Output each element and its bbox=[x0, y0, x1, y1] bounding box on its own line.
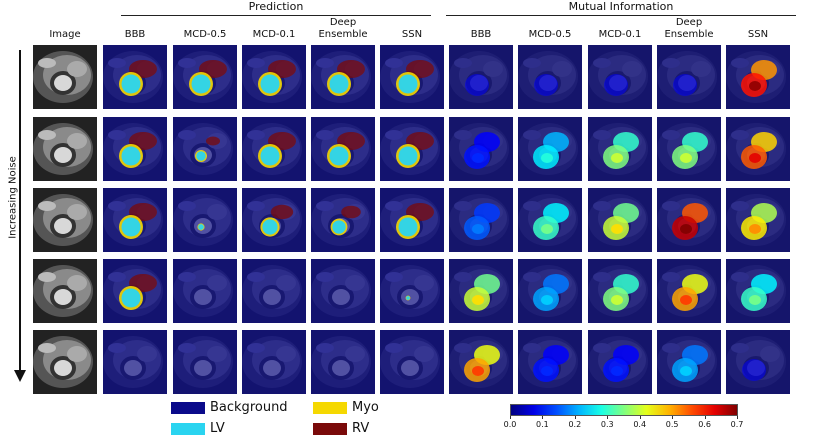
noise-arrow-line bbox=[19, 50, 21, 372]
prediction-tile bbox=[103, 117, 167, 181]
colorbar-tick-label: 0.5 bbox=[665, 420, 679, 429]
mutual-information-tile bbox=[518, 117, 582, 181]
legend-swatch-lv bbox=[171, 423, 205, 435]
mutual-information-tile bbox=[588, 117, 652, 181]
prediction-tile bbox=[311, 330, 375, 394]
legend-label-rv: RV bbox=[352, 421, 370, 436]
colorbar-tick-label: 0.0 bbox=[503, 420, 517, 429]
mutual-information-tile bbox=[588, 45, 652, 109]
mutual-information-tile bbox=[726, 45, 790, 109]
prediction-tile bbox=[311, 45, 375, 109]
mutual-information-tile bbox=[449, 45, 513, 109]
mutual-information-tile bbox=[657, 188, 721, 252]
prediction-tile bbox=[173, 259, 237, 323]
legend-swatch-background bbox=[171, 402, 205, 414]
input-image-tile bbox=[33, 117, 97, 181]
col-header-mi-5: SSN bbox=[747, 29, 769, 40]
colorbar-tickmark bbox=[704, 416, 706, 419]
col-header-mi-1: BBB bbox=[470, 29, 492, 40]
prediction-tile bbox=[242, 117, 306, 181]
colorbar-tickmark bbox=[737, 416, 738, 419]
col-header-image: Image bbox=[49, 29, 81, 40]
mutual-information-tile bbox=[588, 188, 652, 252]
col-header-prediction-3: MCD-0.1 bbox=[252, 29, 296, 40]
mutual-information-tile bbox=[657, 45, 721, 109]
mutual-information-tile bbox=[449, 188, 513, 252]
col-header-mi-3: MCD-0.1 bbox=[598, 29, 642, 40]
prediction-tile bbox=[173, 330, 237, 394]
colorbar-tickmark bbox=[607, 416, 609, 419]
prediction-tile bbox=[242, 330, 306, 394]
mi-colorbar bbox=[510, 404, 738, 416]
legend-swatch-rv bbox=[313, 423, 347, 435]
colorbar-tickmark bbox=[542, 416, 544, 419]
mutual-information-tile bbox=[726, 188, 790, 252]
prediction-tile bbox=[242, 45, 306, 109]
prediction-tile bbox=[242, 188, 306, 252]
colorbar-tickmark bbox=[574, 416, 576, 419]
col-header-prediction-1: BBB bbox=[124, 29, 146, 40]
prediction-tile bbox=[103, 45, 167, 109]
mutual-information-tile bbox=[518, 259, 582, 323]
prediction-group-line bbox=[121, 15, 431, 16]
prediction-group-title: Prediction bbox=[248, 0, 304, 13]
colorbar-tick-label: 0.7 bbox=[730, 420, 744, 429]
col-header-prediction-2: MCD-0.5 bbox=[183, 29, 227, 40]
mutual-information-tile bbox=[588, 330, 652, 394]
mutual-information-tile bbox=[449, 117, 513, 181]
mutual-information-tile bbox=[449, 330, 513, 394]
col-header-prediction-5: SSN bbox=[401, 29, 423, 40]
mutual-information-tile bbox=[657, 259, 721, 323]
mutual-information-tile bbox=[657, 117, 721, 181]
prediction-tile bbox=[380, 45, 444, 109]
mutual-information-tile bbox=[588, 259, 652, 323]
prediction-tile bbox=[173, 188, 237, 252]
mutual-information-tile bbox=[726, 117, 790, 181]
colorbar-tickmark bbox=[510, 416, 511, 419]
col-header-prediction-4: Deep Ensemble bbox=[318, 17, 368, 40]
colorbar-tick-label: 0.4 bbox=[633, 420, 647, 429]
prediction-tile bbox=[311, 259, 375, 323]
colorbar-tick-label: 0.1 bbox=[536, 420, 549, 429]
legend-label-myo: Myo bbox=[352, 400, 379, 415]
prediction-tile bbox=[311, 188, 375, 252]
colorbar-tick-label: 0.3 bbox=[600, 420, 614, 429]
col-header-mi-2: MCD-0.5 bbox=[528, 29, 572, 40]
prediction-tile bbox=[380, 259, 444, 323]
mutual-information-tile bbox=[518, 330, 582, 394]
prediction-tile bbox=[103, 259, 167, 323]
mutual-information-tile bbox=[657, 330, 721, 394]
input-image-tile bbox=[33, 330, 97, 394]
prediction-tile bbox=[242, 259, 306, 323]
colorbar-tick-label: 0.6 bbox=[698, 420, 711, 429]
legend-swatch-myo bbox=[313, 402, 347, 414]
mutual-information-tile bbox=[726, 330, 790, 394]
prediction-tile bbox=[311, 117, 375, 181]
prediction-tile bbox=[103, 188, 167, 252]
mutual-information-tile bbox=[518, 188, 582, 252]
input-image-tile bbox=[33, 45, 97, 109]
prediction-tile bbox=[103, 330, 167, 394]
col-header-mi-4: Deep Ensemble bbox=[664, 17, 714, 40]
prediction-tile bbox=[380, 188, 444, 252]
colorbar-tick-label: 0.2 bbox=[568, 420, 582, 429]
prediction-tile bbox=[380, 117, 444, 181]
prediction-tile bbox=[380, 330, 444, 394]
mi-group-title: Mutual Information bbox=[568, 0, 674, 13]
legend-label-background: Background bbox=[210, 400, 288, 415]
mi-group-line bbox=[446, 15, 796, 16]
legend-label-lv: LV bbox=[210, 421, 225, 436]
mutual-information-tile bbox=[449, 259, 513, 323]
mutual-information-tile bbox=[726, 259, 790, 323]
noise-arrow-head bbox=[14, 370, 26, 382]
row-axis-label: Increasing Noise bbox=[7, 156, 19, 239]
colorbar-tickmark bbox=[672, 416, 674, 419]
input-image-tile bbox=[33, 259, 97, 323]
colorbar-tickmark bbox=[639, 416, 641, 419]
prediction-tile bbox=[173, 45, 237, 109]
input-image-tile bbox=[33, 188, 97, 252]
prediction-tile bbox=[173, 117, 237, 181]
mutual-information-tile bbox=[518, 45, 582, 109]
